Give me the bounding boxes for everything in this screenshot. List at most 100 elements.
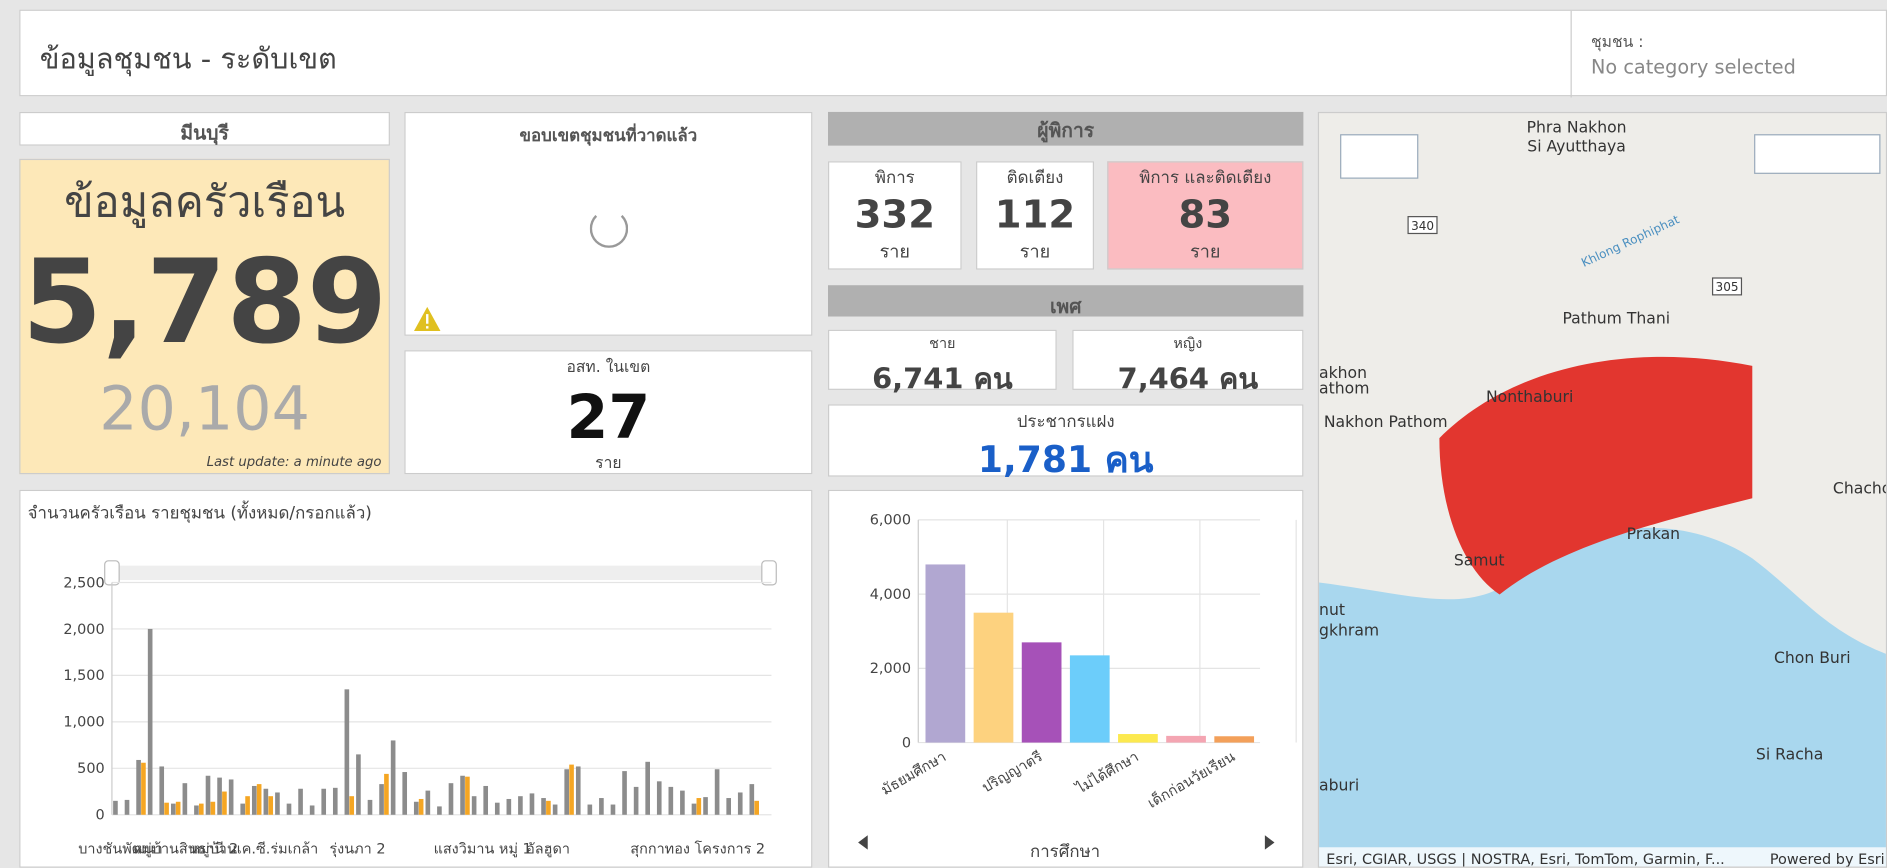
map[interactable]: Phra Nakhon Si Ayutthaya Pathum Thani Nonth… (1317, 111, 1887, 868)
place-label: Prakan (1627, 524, 1680, 543)
x-tick-label: รุ่งนภา 2 (329, 841, 385, 857)
scroll-right[interactable] (1264, 835, 1275, 850)
x-tick-label: ปริญญาตรี (979, 748, 1046, 796)
bar (1021, 642, 1062, 743)
y-tick-label: 0 (902, 735, 911, 751)
card-unit: ราย (879, 240, 911, 263)
education-chart-panel: 0 2,000 4,000 6,000 มัธยมศึกษา ปริญญาตรี ไม่ได… (828, 489, 1304, 868)
card-label: พิการ (874, 168, 915, 188)
volunteers-card: อสท. ในเขต 27 ราย (404, 350, 813, 475)
x-tick-label: บางชันพัฒนา (78, 841, 163, 857)
slider-handle[interactable] (104, 560, 120, 586)
bar (136, 759, 141, 815)
bar (599, 798, 604, 815)
bar (691, 803, 697, 815)
bar (251, 785, 257, 815)
bar (465, 776, 470, 815)
filter-value[interactable]: No category selected (1591, 55, 1796, 79)
bar (390, 740, 396, 815)
road-label: 305 (1716, 280, 1739, 294)
stat-card: พิการ 332 ราย (828, 161, 962, 270)
place-label: Nonthaburi (1486, 387, 1573, 406)
card-value: 112 (994, 191, 1076, 238)
header: ข้อมูลชุมชน - ระดับเขต ชุมชน : No catego… (19, 9, 1887, 98)
bar (622, 771, 627, 815)
place-label: Si Ayutthaya (1527, 137, 1626, 156)
bar (925, 564, 966, 743)
bar (113, 800, 118, 815)
bar (425, 790, 431, 815)
x-tick-label: แสงวิมาน หมู่ 1 (434, 841, 532, 857)
bar (1069, 655, 1110, 743)
bar (546, 800, 551, 815)
bar (633, 786, 639, 815)
bar (656, 781, 662, 815)
place-label: nut (1319, 600, 1345, 619)
hidden-value: 1,781 คน (977, 439, 1154, 482)
bar (124, 799, 130, 815)
bar (680, 790, 685, 815)
place-label: Chon Buri (1774, 648, 1851, 667)
bar (737, 792, 743, 815)
bar (575, 766, 581, 815)
place-label: Pathum Thani (1562, 309, 1670, 328)
bar (518, 796, 523, 815)
district[interactable]: มีนบุรี (19, 111, 390, 146)
bar (182, 783, 188, 815)
x-tick-label: เด็กก่อนวัยเรียน (1144, 746, 1238, 811)
place-label: Phra Nakhon (1527, 117, 1627, 136)
bar (569, 764, 574, 815)
stat-card: ติดเตียง 112 ราย (976, 161, 1094, 270)
x-tick-label: หมู่บ้านสินธานี 2 (133, 840, 238, 857)
household-secondary: 20,104 (99, 374, 310, 445)
place-label: athom (1319, 379, 1369, 398)
bar (309, 805, 315, 815)
powered-by: Powered by Esri (1770, 852, 1885, 868)
stat-card: พิการ และติดเตียง 83 ราย (1107, 161, 1304, 270)
bar (541, 798, 546, 815)
place-label: Samut (1454, 551, 1505, 570)
bar (754, 800, 759, 815)
place-label: gkhram (1319, 620, 1379, 639)
x-tick-label: ไม่ได้ศึกษา (1072, 747, 1142, 798)
scroll-left[interactable] (858, 835, 868, 850)
updated: Last update: a minute ago (206, 453, 382, 470)
bar (1214, 736, 1255, 743)
bar (298, 788, 303, 815)
place-label: Si Racha (1756, 744, 1823, 763)
y-tick-label: 2,000 (870, 661, 911, 677)
bar (973, 612, 1014, 743)
attribution: Esri, CGIAR, USGS | NOSTRA, Esri, TomTom… (1326, 852, 1725, 868)
y-tick-label: 1,500 (63, 668, 104, 684)
bar (349, 796, 355, 815)
canal-label: Khlong Rophiphat (1579, 212, 1682, 270)
bar (367, 799, 373, 815)
map-widgets[interactable] (1754, 134, 1881, 174)
slider-handle[interactable] (761, 560, 777, 586)
bar (268, 796, 274, 815)
y-tick-label: 0 (96, 808, 105, 824)
map-tool[interactable] (1340, 134, 1419, 179)
pin-cluster (1439, 356, 1753, 595)
bar (749, 784, 755, 815)
bar (194, 805, 199, 815)
bar (164, 802, 169, 815)
bar (460, 775, 465, 815)
card-label: พิการ และติดเตียง (1139, 168, 1272, 188)
bar (210, 801, 216, 815)
household-chart: 05001,0001,5002,0002,500บางชันพัฒนาหมู่บ… (63, 560, 777, 857)
x-axis-title: การศึกษา (1030, 841, 1100, 861)
bar (222, 791, 227, 815)
x-tick-label: อัลฮูดา (526, 841, 570, 857)
y-tick-label: 500 (77, 761, 105, 777)
y-tick-label: 4,000 (870, 587, 911, 603)
range-slider[interactable] (111, 565, 772, 581)
place-label: Nakhon Pathom (1324, 412, 1448, 431)
bar (175, 801, 181, 815)
volunteers-label: อสท. ในเขต (566, 358, 651, 377)
card-label: ติดเตียง (1006, 168, 1064, 188)
card-value: 6,741 คน (872, 362, 1013, 396)
y-tick-label: 6,000 (870, 513, 911, 529)
x-tick-label: สุกกาทอง โครงการ 2 (630, 839, 765, 857)
